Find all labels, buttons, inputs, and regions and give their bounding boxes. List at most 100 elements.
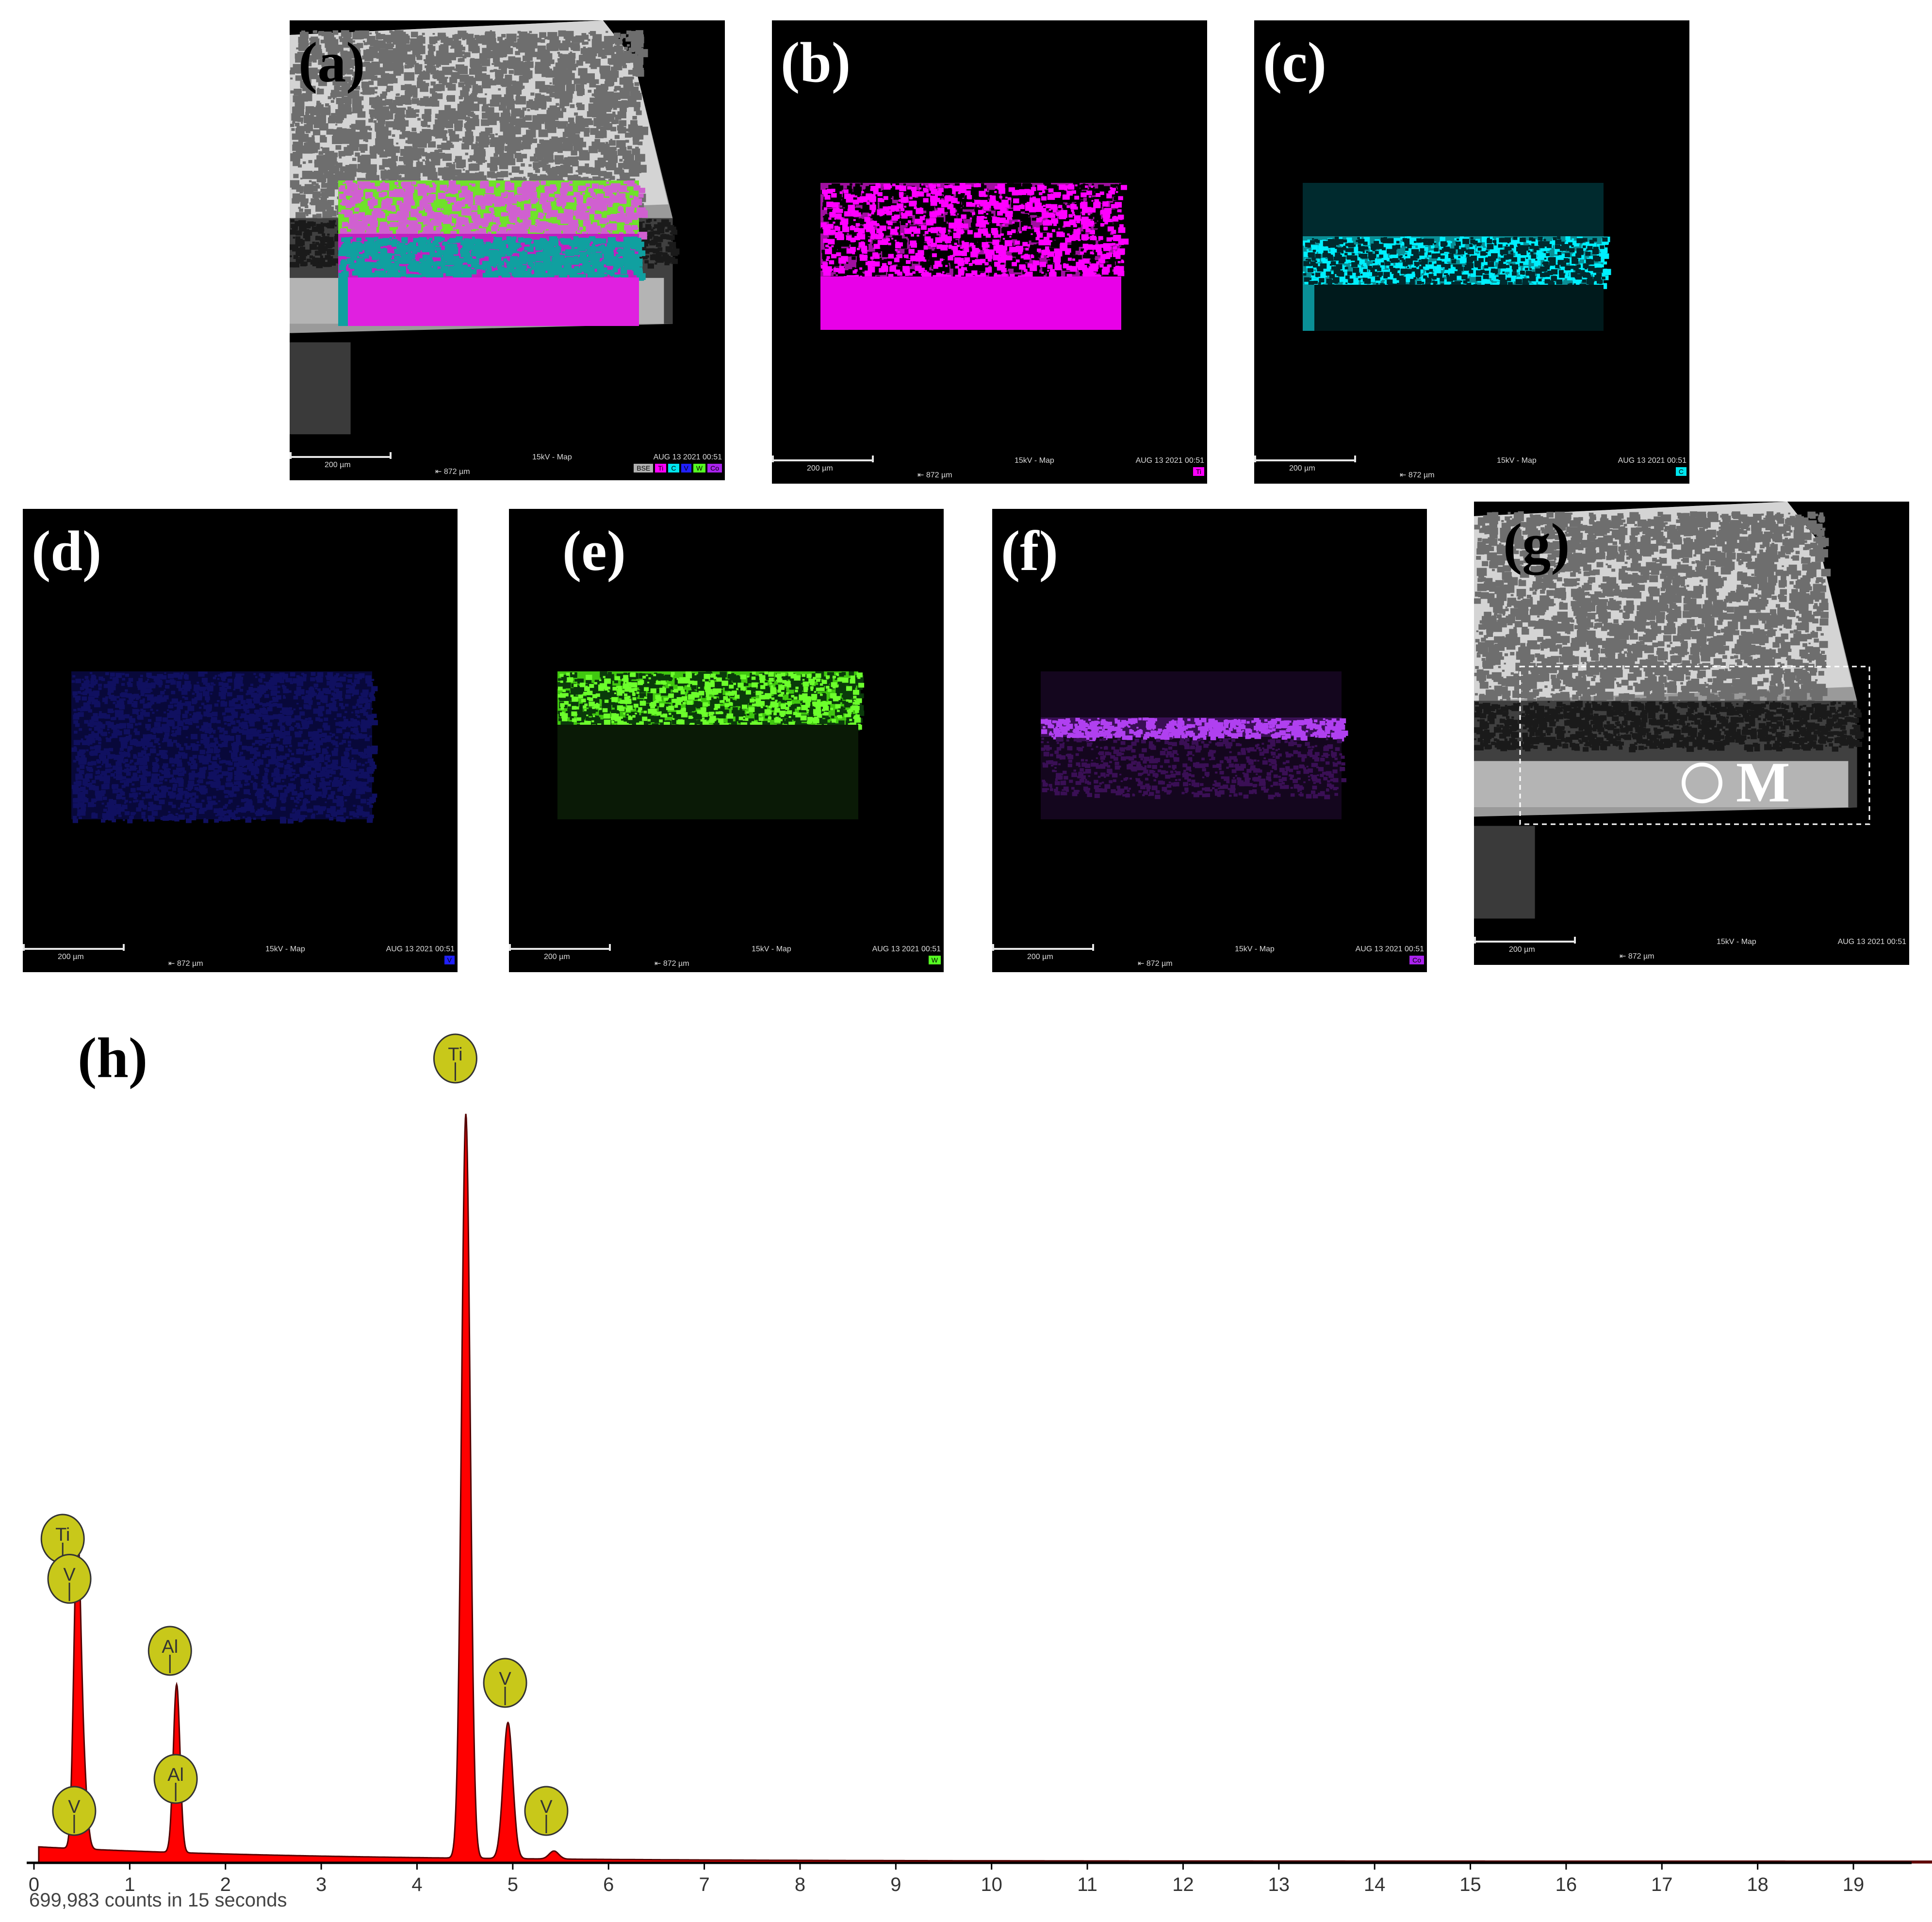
panel-e-footer: 200 µm ⇤ 872 µm 15kV - Map AUG 13 2021 00:5… xyxy=(509,943,944,972)
element-badge-co: Co xyxy=(707,464,722,472)
field-width-label: ⇤ 872 µm xyxy=(1400,471,1435,479)
element-marker-v: V xyxy=(524,1786,569,1836)
x-tick-label: 13 xyxy=(1268,1874,1290,1895)
field-width-label: ⇤ 872 µm xyxy=(1620,952,1654,961)
panel-f-label: (f) xyxy=(1001,519,1058,583)
panel-d-label: (d) xyxy=(32,519,102,583)
scale-bar-tick-right xyxy=(123,944,125,951)
element-marker-al: Al xyxy=(147,1626,192,1676)
element-badge-w: W xyxy=(928,956,941,964)
element-badges: W xyxy=(928,956,941,964)
element-badges: V xyxy=(444,956,455,964)
element-badges: Co xyxy=(1409,956,1424,964)
field-width-label: ⇤ 872 µm xyxy=(917,471,952,479)
scale-bar-label: 200 µm xyxy=(58,953,84,961)
panel-e-w-map: (e) 200 µm ⇤ 872 µm 15kV - Map AUG 13 2021 0… xyxy=(509,509,944,972)
x-tick-label: 0 xyxy=(29,1874,39,1895)
point-m-label: M xyxy=(1736,750,1790,814)
panel-a-image xyxy=(290,20,680,435)
panel-b-ti-map: (b) 200 µm ⇤ 872 µm 15kV - Map AUG 13 2021 0… xyxy=(772,20,1207,484)
panel-c-label: (c) xyxy=(1263,31,1326,94)
scale-bar-tick-left xyxy=(290,452,292,459)
element-badges: C xyxy=(1675,467,1686,476)
panel-e-image xyxy=(557,671,865,819)
panel-f-image xyxy=(1041,671,1348,819)
field-width-label: ⇤ 872 µm xyxy=(655,960,689,968)
element-marker-label: Al xyxy=(162,1637,178,1657)
panel-c-image xyxy=(1303,183,1611,331)
scale-bar-tick-left xyxy=(23,944,25,951)
panel-b-footer: 200 µm ⇤ 872 µm 15kV - Map AUG 13 2021 00:5… xyxy=(772,455,1207,484)
scale-bar xyxy=(23,948,125,950)
x-tick-label: 5 xyxy=(508,1874,518,1895)
acquisition-date-label: AUG 13 2021 00:51 xyxy=(1837,938,1906,946)
scale-bar-tick-right xyxy=(872,456,874,462)
scale-bar-label: 200 µm xyxy=(807,464,833,472)
scale-bar-tick-left xyxy=(509,944,511,951)
element-badge-ti: Ti xyxy=(655,464,667,472)
x-tick-label: 7 xyxy=(699,1874,709,1895)
scale-bar-label: 200 µm xyxy=(1289,464,1315,472)
acquisition-date-label: AUG 13 2021 00:51 xyxy=(872,945,941,953)
element-badge-w: W xyxy=(693,464,706,472)
scale-bar-tick-right xyxy=(390,452,392,459)
panel-e-label: (e) xyxy=(562,519,626,583)
acquisition-date-label: AUG 13 2021 00:51 xyxy=(653,453,722,461)
x-tick-label: 9 xyxy=(890,1874,901,1895)
field-width-label: ⇤ 872 µm xyxy=(1138,960,1173,968)
element-marker-label: V xyxy=(499,1669,511,1689)
panel-d-image xyxy=(71,671,378,824)
element-badges: Ti xyxy=(1193,467,1204,476)
panel-d-v-map: (d) 200 µm ⇤ 872 µm 15kV - Map AUG 13 2021 0… xyxy=(23,509,458,972)
element-marker-label: Ti xyxy=(448,1044,462,1065)
acquisition-date-label: AUG 13 2021 00:51 xyxy=(1135,456,1204,465)
acquisition-mode-label: 15kV - Map xyxy=(1235,945,1275,953)
x-tick-label: 18 xyxy=(1747,1874,1768,1895)
panel-f-co-map: (f) 200 µm ⇤ 872 µm 15kV - Map AUG 13 2021 0… xyxy=(992,509,1427,972)
acquisition-date-label: AUG 13 2021 00:51 xyxy=(1618,456,1686,465)
acquisition-mode-label: 15kV - Map xyxy=(532,453,572,461)
acquisition-date-label: AUG 13 2021 00:51 xyxy=(386,945,455,953)
acquisition-date-label: AUG 13 2021 00:51 xyxy=(1355,945,1424,953)
element-marker-v: V xyxy=(483,1658,527,1708)
x-tick-label: 3 xyxy=(316,1874,327,1895)
element-badges: BSE Ti C V W Co xyxy=(634,464,722,472)
element-badge-ti: Ti xyxy=(1193,467,1204,476)
panel-g-footer: 200 µm ⇤ 872 µm 15kV - Map AUG 13 2021 00:5… xyxy=(1474,936,1909,965)
x-tick-label: 17 xyxy=(1651,1874,1673,1895)
scale-bar-tick-left xyxy=(1474,937,1476,944)
element-badge-co: Co xyxy=(1409,956,1424,964)
scale-bar-tick-right xyxy=(609,944,611,951)
element-marker-label: Ti xyxy=(55,1525,70,1545)
acquisition-mode-label: 15kV - Map xyxy=(1497,456,1537,465)
scale-bar-label: 200 µm xyxy=(325,461,351,469)
element-marker-ti: Ti xyxy=(433,1033,477,1084)
panel-f-footer: 200 µm ⇤ 872 µm 15kV - Map AUG 13 2021 00:5… xyxy=(992,943,1427,972)
x-tick-label: 14 xyxy=(1364,1874,1386,1895)
element-badge-c: C xyxy=(1675,467,1686,476)
panel-a-label: (a) xyxy=(298,31,365,94)
scale-bar-tick-right xyxy=(1092,944,1094,951)
element-marker-label: Al xyxy=(167,1765,184,1785)
eds-spectrum-chart: (h) 0 1 2 3 4 5 6 7 8 9 10 11 12 13 14 15 16 17 18 19TiVVAl… xyxy=(27,1026,1932,1911)
scale-bar xyxy=(290,456,392,458)
spectrum-area xyxy=(38,1113,1932,1864)
x-tick-label: 15 xyxy=(1459,1874,1481,1895)
element-badge-c: C xyxy=(668,464,679,472)
scale-bar-label: 200 µm xyxy=(544,953,570,961)
element-badge-v: V xyxy=(681,464,691,472)
x-tick-label: 4 xyxy=(411,1874,422,1895)
scale-bar-label: 200 µm xyxy=(1509,945,1535,954)
scale-bar-tick-right xyxy=(1574,937,1576,944)
field-width-label: ⇤ 872 µm xyxy=(168,960,203,968)
acquisition-mode-label: 15kV - Map xyxy=(1717,938,1756,946)
x-tick-label: 8 xyxy=(795,1874,805,1895)
scale-bar xyxy=(992,948,1094,950)
scale-bar-label: 200 µm xyxy=(1027,953,1053,961)
acquisition-mode-label: 15kV - Map xyxy=(265,945,305,953)
x-tick-label: 19 xyxy=(1843,1874,1865,1895)
panel-b-label: (b) xyxy=(781,31,851,94)
element-marker-label: V xyxy=(68,1797,81,1817)
spectrum-counts-caption: 699,983 counts in 15 seconds xyxy=(29,1889,287,1911)
panel-g-label: (g) xyxy=(1503,512,1570,575)
